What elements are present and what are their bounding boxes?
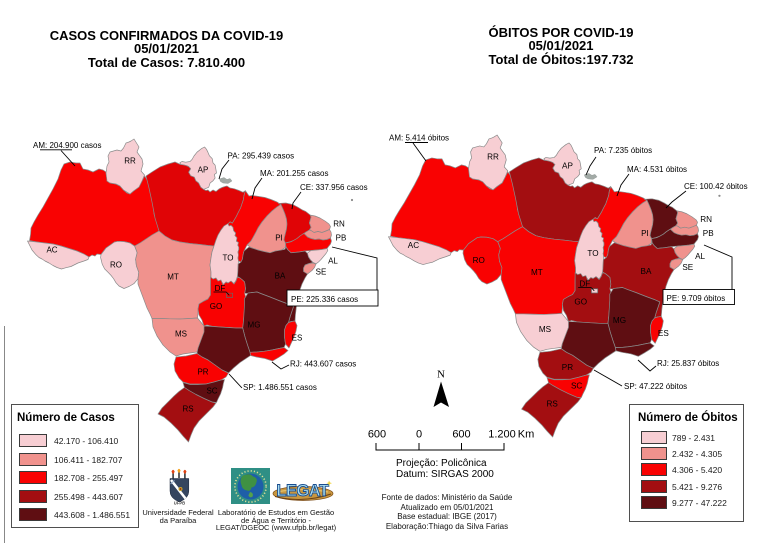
- svg-text:PE: 9.709 óbitos: PE: 9.709 óbitos: [667, 294, 726, 303]
- svg-text:PA: 7.235 óbitos: PA: 7.235 óbitos: [594, 146, 652, 155]
- svg-text:1.200: 1.200: [488, 429, 516, 441]
- svg-text:SP: 1.486.551 casos: SP: 1.486.551 casos: [243, 383, 317, 392]
- svg-text:Projeção: Policônica: Projeção: Policônica: [396, 458, 487, 469]
- svg-text:RJ: 443.607 casos: RJ: 443.607 casos: [290, 360, 356, 369]
- svg-text:MA: 4.531 óbitos: MA: 4.531 óbitos: [627, 165, 687, 174]
- svg-text:N: N: [437, 369, 445, 381]
- svg-text:UFPB: UFPB: [174, 501, 185, 506]
- svg-text:SP: 47.222 óbitos: SP: 47.222 óbitos: [624, 382, 687, 391]
- svg-text:CE: 337.956 casos: CE: 337.956 casos: [300, 183, 368, 192]
- svg-text:LEGAT: LEGAT: [276, 482, 329, 500]
- svg-text:MA: 201.255 casos: MA: 201.255 casos: [260, 169, 328, 178]
- svg-text:Datum: SIRGAS 2000: Datum: SIRGAS 2000: [396, 469, 494, 480]
- svg-text:0: 0: [416, 429, 422, 441]
- svg-text:CE: 100.42 óbitos: CE: 100.42 óbitos: [684, 182, 748, 191]
- svg-text:RJ: 25.837 óbitos: RJ: 25.837 óbitos: [657, 359, 719, 368]
- svg-text:AM: 204.900 casos: AM: 204.900 casos: [33, 141, 101, 150]
- svg-text:Km: Km: [518, 429, 535, 441]
- svg-text:PE: 225.336 casos: PE: 225.336 casos: [291, 295, 358, 304]
- svg-text:600: 600: [452, 429, 470, 441]
- svg-text:PA: 295.439 casos: PA: 295.439 casos: [228, 152, 295, 161]
- svg-text:AM: 5.414 óbitos: AM: 5.414 óbitos: [389, 134, 449, 143]
- svg-text:600: 600: [368, 429, 386, 441]
